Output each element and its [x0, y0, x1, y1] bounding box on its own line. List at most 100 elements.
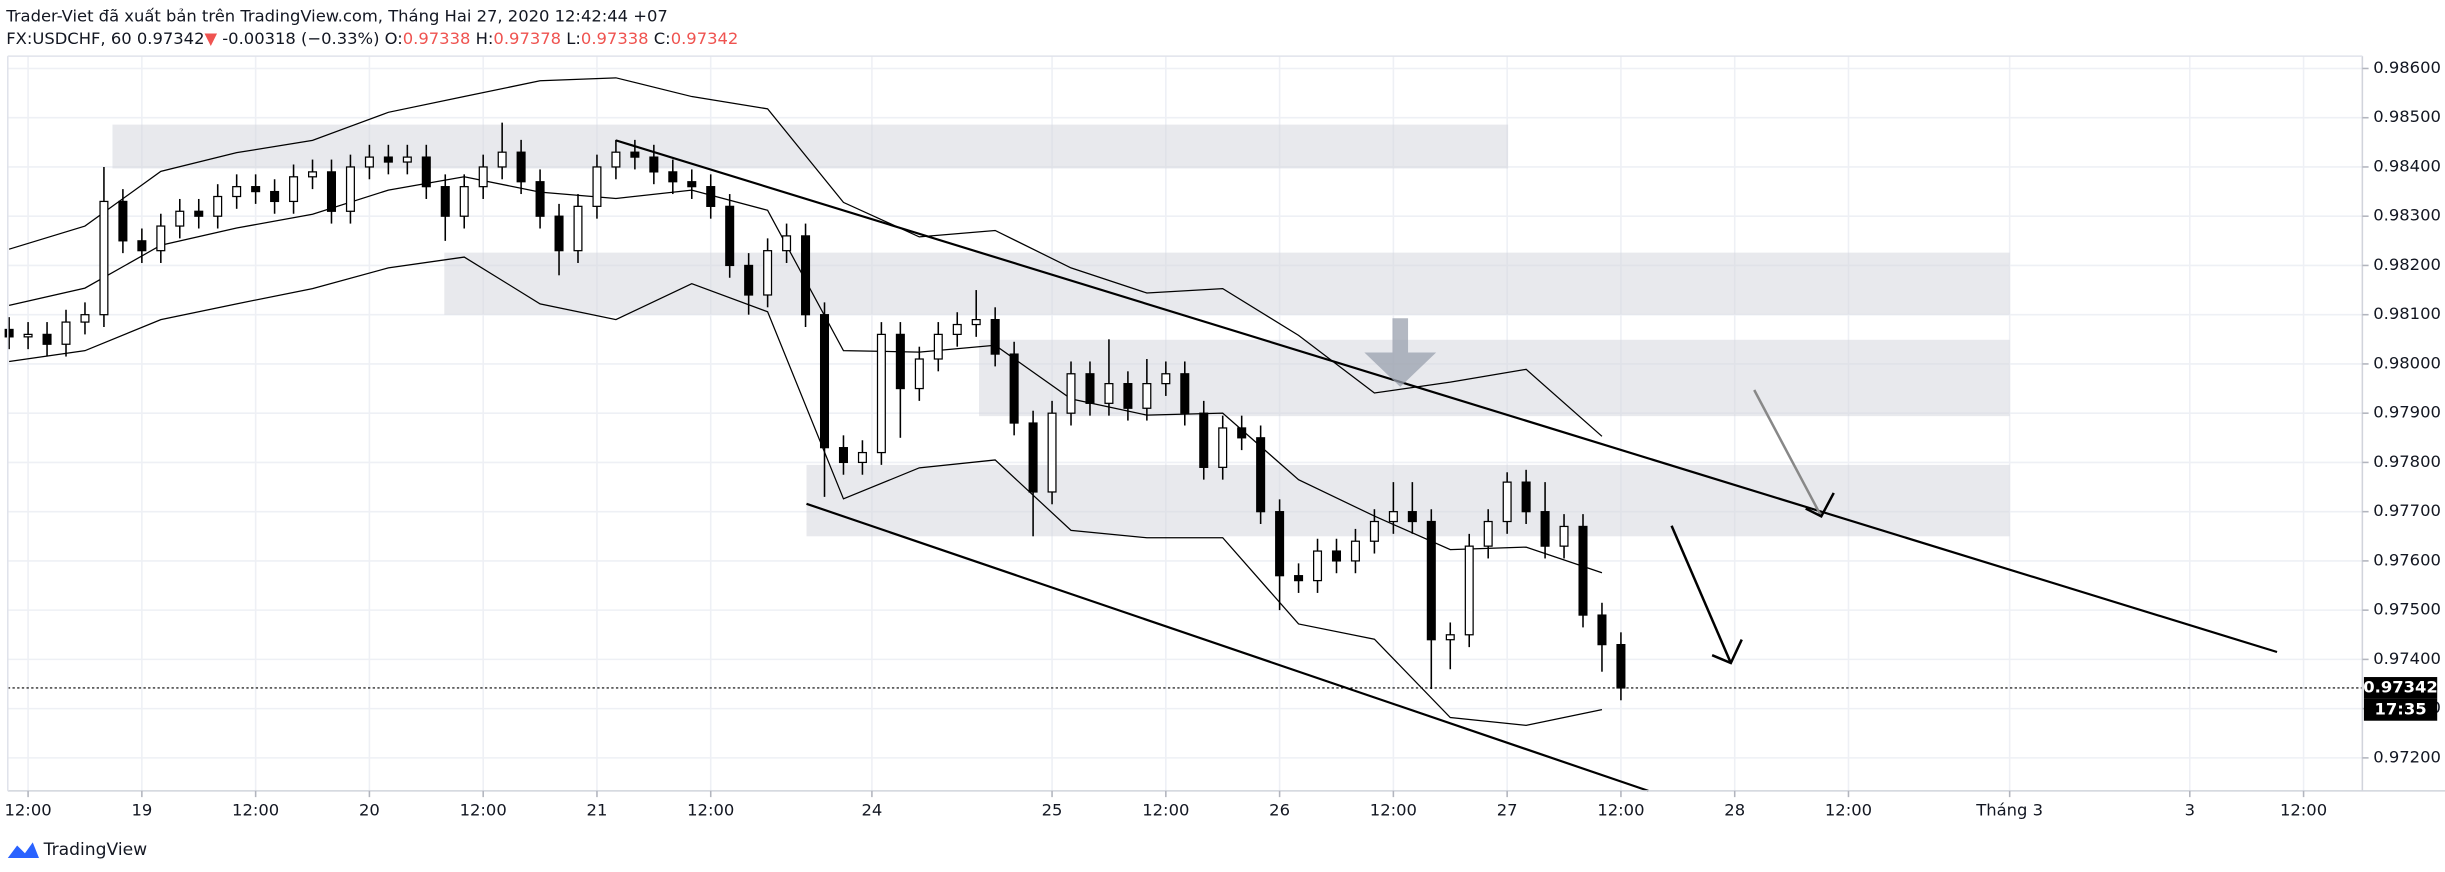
candle-body: [175, 210, 185, 227]
candle-body: [668, 171, 678, 183]
candle-body: [42, 333, 52, 345]
x-tick-label: 3: [2185, 801, 2195, 820]
candle-body: [725, 205, 735, 267]
ohlc-value: 0.97378: [493, 28, 561, 47]
candle-body: [876, 333, 886, 454]
last-price-box: [2363, 677, 2438, 699]
candles: [4, 122, 1626, 701]
candle-body: [1142, 383, 1152, 409]
candle-body: [1502, 481, 1512, 523]
candle-body: [1066, 373, 1076, 414]
candle-body: [4, 328, 14, 338]
logo-icon: [7, 842, 39, 858]
x-tick-label: 27: [1497, 801, 1518, 820]
direction: ▼: [204, 28, 217, 47]
candle-body: [1597, 614, 1607, 646]
candle-body: [308, 171, 318, 178]
drawings: [7, 139, 2363, 792]
candle-body: [990, 318, 1000, 355]
candle-body: [649, 156, 659, 173]
candle-body: [1009, 353, 1019, 424]
price-zone: [806, 464, 2010, 537]
candle-body: [326, 171, 337, 212]
y-tick-label: 0.97200: [2373, 747, 2441, 766]
countdown-label: 17:35: [2375, 699, 2427, 718]
arrow-line: [1753, 389, 1823, 517]
candle-body: [1540, 511, 1550, 547]
footer-brand: TradingView: [43, 840, 148, 860]
price-zone: [444, 252, 2010, 315]
candle-body: [1388, 511, 1398, 523]
candle-body: [706, 186, 716, 207]
candle-body: [194, 210, 204, 217]
candle-body: [782, 235, 792, 252]
candle-body: [1464, 545, 1474, 636]
candle-body: [801, 235, 811, 316]
candle-body: [516, 151, 526, 183]
candle-body: [421, 156, 431, 188]
ohlc-key: O:: [385, 28, 403, 47]
ohlc-value: 0.97342: [671, 28, 739, 47]
candle-body: [497, 151, 507, 168]
trend-line: [615, 139, 2278, 654]
x-tick-label: 12:00: [1597, 801, 1644, 820]
arrow-line: [1670, 525, 1732, 664]
candle-body: [80, 314, 90, 323]
candle-body: [933, 333, 943, 360]
x-tick-label: 12:00: [1825, 801, 1872, 820]
candle-body: [1085, 373, 1095, 404]
candle-body: [535, 181, 545, 217]
candle-body: [630, 151, 640, 158]
header-title: Trader-Viet đã xuất bản trên TradingView…: [5, 7, 668, 26]
y-tick-label: 0.97500: [2373, 600, 2441, 619]
candle-body: [573, 205, 583, 252]
candle-body: [270, 190, 280, 203]
candle-body: [1294, 575, 1304, 582]
trend-line: [806, 502, 1649, 792]
candle-body: [23, 333, 33, 338]
candle-body: [364, 156, 374, 168]
candle-body: [971, 318, 981, 326]
y-tick-label: 0.97600: [2373, 550, 2441, 569]
x-tick-label: 12:00: [1142, 801, 1189, 820]
candle-body: [1104, 383, 1114, 404]
candle-body: [156, 225, 166, 252]
x-tick-label: 12:00: [460, 801, 507, 820]
annotations: [1670, 389, 1835, 665]
candle-body: [1559, 525, 1569, 547]
x-tick-label: 21: [587, 801, 608, 820]
candle-body: [1445, 634, 1455, 641]
candle-body: [478, 166, 488, 188]
candle-body: [914, 358, 924, 390]
arrow-head: [1805, 492, 1835, 518]
candle-body: [1199, 412, 1209, 468]
candle-body: [251, 186, 261, 193]
y-tick-label: 0.97800: [2373, 452, 2441, 471]
y-tick-label: 0.97400: [2373, 649, 2441, 668]
band-upper: [8, 77, 1603, 437]
symbol: FX:USDCHF, 60: [6, 28, 131, 47]
ohlc-key: L:: [566, 28, 581, 47]
x-tick-label: 12:00: [1370, 801, 1417, 820]
y-tick-label: 0.98600: [2373, 58, 2441, 77]
candle-body: [1313, 550, 1323, 582]
candle-body: [763, 250, 773, 296]
y-tick-label: 0.97900: [2373, 403, 2441, 422]
last-price: 0.97342: [137, 28, 205, 47]
ohlc-value: 0.97338: [581, 28, 649, 47]
candle-body: [213, 195, 223, 217]
candle-body: [952, 323, 962, 336]
candle-body: [1161, 373, 1171, 385]
y-tick-label: 0.97700: [2373, 501, 2441, 520]
band-lower: [9, 256, 1603, 727]
candle-body: [1218, 427, 1228, 468]
footer-logo: TradingView: [7, 840, 148, 860]
x-tick-label: 26: [1269, 801, 1290, 820]
x-tick-label: 12:00: [232, 801, 279, 820]
candle-body: [857, 451, 867, 464]
candle-body: [1237, 427, 1247, 439]
candle-body: [459, 186, 469, 217]
x-tick-label: 12:00: [5, 801, 52, 820]
y-tick-label: 0.98100: [2373, 304, 2441, 323]
candle-body: [1483, 520, 1493, 547]
